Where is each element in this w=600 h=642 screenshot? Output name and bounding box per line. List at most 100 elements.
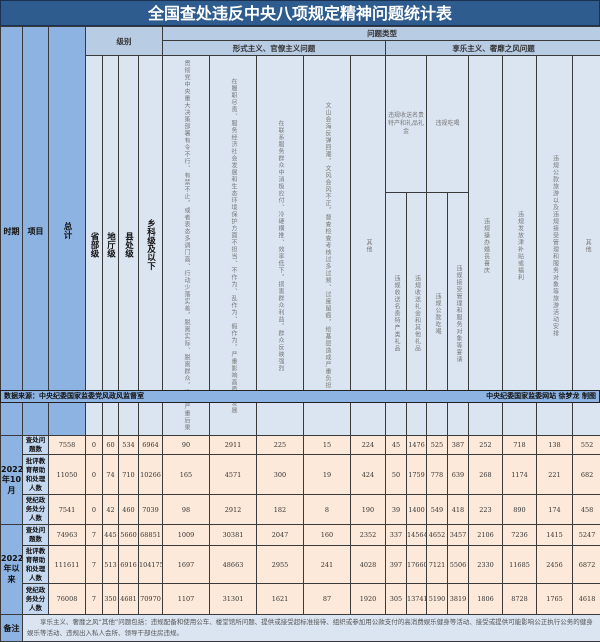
value-cell: 10266 — [139, 455, 163, 495]
other-header: 其他 — [573, 56, 600, 436]
formalism-col-2: 在联系服务群众中消极应付、冷硬横推、效率低下，损害群众利益，群众反映强烈 — [257, 56, 304, 436]
note-row: 备注享乐主义、奢靡之风“其他”问题包括：违规配备和使用公车、楼堂馆所问题、提供或… — [1, 615, 600, 642]
value-cell: 2911 — [210, 436, 257, 455]
value-cell: 6964 — [139, 436, 163, 455]
value-cell: 3819 — [448, 584, 469, 615]
value-cell: 0 — [86, 436, 103, 455]
value-cell: 0 — [86, 455, 103, 495]
value-cell: 682 — [573, 455, 600, 495]
value-cell: 1009 — [163, 525, 210, 546]
value-cell: 4028 — [351, 546, 386, 584]
value-cell: 2106 — [469, 525, 503, 546]
value-cell: 300 — [257, 455, 304, 495]
value-cell: 30381 — [210, 525, 257, 546]
item-cell: 查处问题数 — [23, 525, 49, 546]
formalism-col-1: 在履职尽责、服务经济社会发展和生态环境保护方面不担当、不作为、乱作为、假作为，严… — [210, 56, 257, 436]
item-cell: 党纪政务处分人数 — [23, 495, 49, 525]
formalism-col-label: 其他 — [362, 235, 374, 257]
value-cell: 165 — [163, 455, 210, 495]
dining-sub-label: 违规公款吃喝 — [431, 289, 443, 339]
item-cell: 查处问题数 — [23, 436, 49, 455]
formalism-col-label: 在联系服务群众中消极应付、冷硬横推、效率低下，损害群众利益，群众反映强烈 — [274, 116, 286, 376]
value-cell: 424 — [351, 455, 386, 495]
dining-sub-label: 违规接受管理和服务对象等宴请 — [452, 261, 464, 367]
period-cell: 2022年10月 — [1, 436, 23, 525]
value-cell: 138 — [537, 436, 573, 455]
value-cell: 45 — [386, 436, 407, 455]
travel-header: 违规公款旅游以及违规接受管理和服务对象等旅游活动安排 — [537, 56, 573, 436]
value-cell: 268 — [469, 455, 503, 495]
value-cell: 5190 — [427, 584, 448, 615]
value-cell: 98 — [163, 495, 210, 525]
item-cell: 批评教育帮助和处理人数 — [23, 546, 49, 584]
value-cell: 2955 — [257, 546, 304, 584]
value-cell: 4571 — [210, 455, 257, 495]
value-cell: 350 — [103, 584, 119, 615]
value-cell: 221 — [537, 455, 573, 495]
value-cell: 5660 — [119, 525, 139, 546]
value-cell: 7558 — [49, 436, 86, 455]
value-cell: 13741 — [407, 584, 427, 615]
travel-label: 违规公款旅游以及违规接受管理和服务对象等旅游活动安排 — [549, 151, 561, 341]
weddings-label: 违规操办婚丧喜庆 — [480, 214, 492, 278]
value-cell: 174 — [537, 495, 573, 525]
value-cell: 5247 — [573, 525, 600, 546]
level-col-0: 省部级 — [86, 56, 103, 436]
value-cell: 7236 — [503, 525, 537, 546]
value-cell: 525 — [427, 436, 448, 455]
value-cell: 74963 — [49, 525, 86, 546]
level-label: 乡科级及以下 — [145, 219, 157, 270]
dining-header: 违规吃喝 — [427, 56, 469, 193]
value-cell: 224 — [351, 436, 386, 455]
value-cell: 7 — [86, 584, 103, 615]
value-cell: 534 — [119, 436, 139, 455]
value-cell: 1621 — [257, 584, 304, 615]
level-col-1: 地厅级 — [103, 56, 119, 436]
value-cell: 387 — [448, 436, 469, 455]
value-cell: 42 — [103, 495, 119, 525]
value-cell: 182 — [257, 495, 304, 525]
other-label: 其他 — [581, 235, 593, 257]
level-label: 省部级 — [88, 232, 100, 258]
value-cell: 6872 — [573, 546, 600, 584]
value-cell: 74 — [103, 455, 119, 495]
value-cell: 1174 — [503, 455, 537, 495]
value-cell: 337 — [386, 525, 407, 546]
value-cell: 1920 — [351, 584, 386, 615]
gifts-sub-label: 违规收送礼金和其他礼品 — [411, 271, 423, 356]
value-cell: 76008 — [49, 584, 86, 615]
value-cell: 225 — [257, 436, 304, 455]
formalism-header: 形式主义、官僚主义问题 — [163, 41, 386, 56]
value-cell: 7 — [86, 546, 103, 584]
hedonism-header: 享乐主义、奢靡之风问题 — [386, 41, 600, 56]
value-cell: 890 — [503, 495, 537, 525]
value-cell: 7039 — [139, 495, 163, 525]
total-header: 总计 — [49, 27, 86, 436]
value-cell: 1759 — [407, 455, 427, 495]
total-header-text: 总计 — [61, 222, 73, 239]
footer-bar: 数据来源：中央纪委国家监委党风政风监督室 中央纪委国家监委网站 徐梦龙 制图 — [0, 390, 600, 403]
gifts-sub-label: 违规收送名贵特产类礼品 — [390, 271, 402, 356]
value-cell: 7 — [86, 525, 103, 546]
value-cell: 4618 — [573, 584, 600, 615]
value-cell: 5506 — [448, 546, 469, 584]
value-cell: 68851 — [139, 525, 163, 546]
period-header: 时期 — [1, 27, 23, 436]
value-cell: 2330 — [469, 546, 503, 584]
level-col-2: 县处级 — [119, 56, 139, 436]
value-cell: 87 — [304, 584, 351, 615]
value-cell: 639 — [448, 455, 469, 495]
value-cell: 7541 — [49, 495, 86, 525]
value-cell: 7121 — [427, 546, 448, 584]
value-cell: 60 — [103, 436, 119, 455]
value-cell: 513 — [103, 546, 119, 584]
item-cell: 批评教育帮助和处理人数 — [23, 455, 49, 495]
value-cell: 397 — [386, 546, 407, 584]
level-label: 县处级 — [123, 232, 135, 258]
value-cell: 90 — [163, 436, 210, 455]
